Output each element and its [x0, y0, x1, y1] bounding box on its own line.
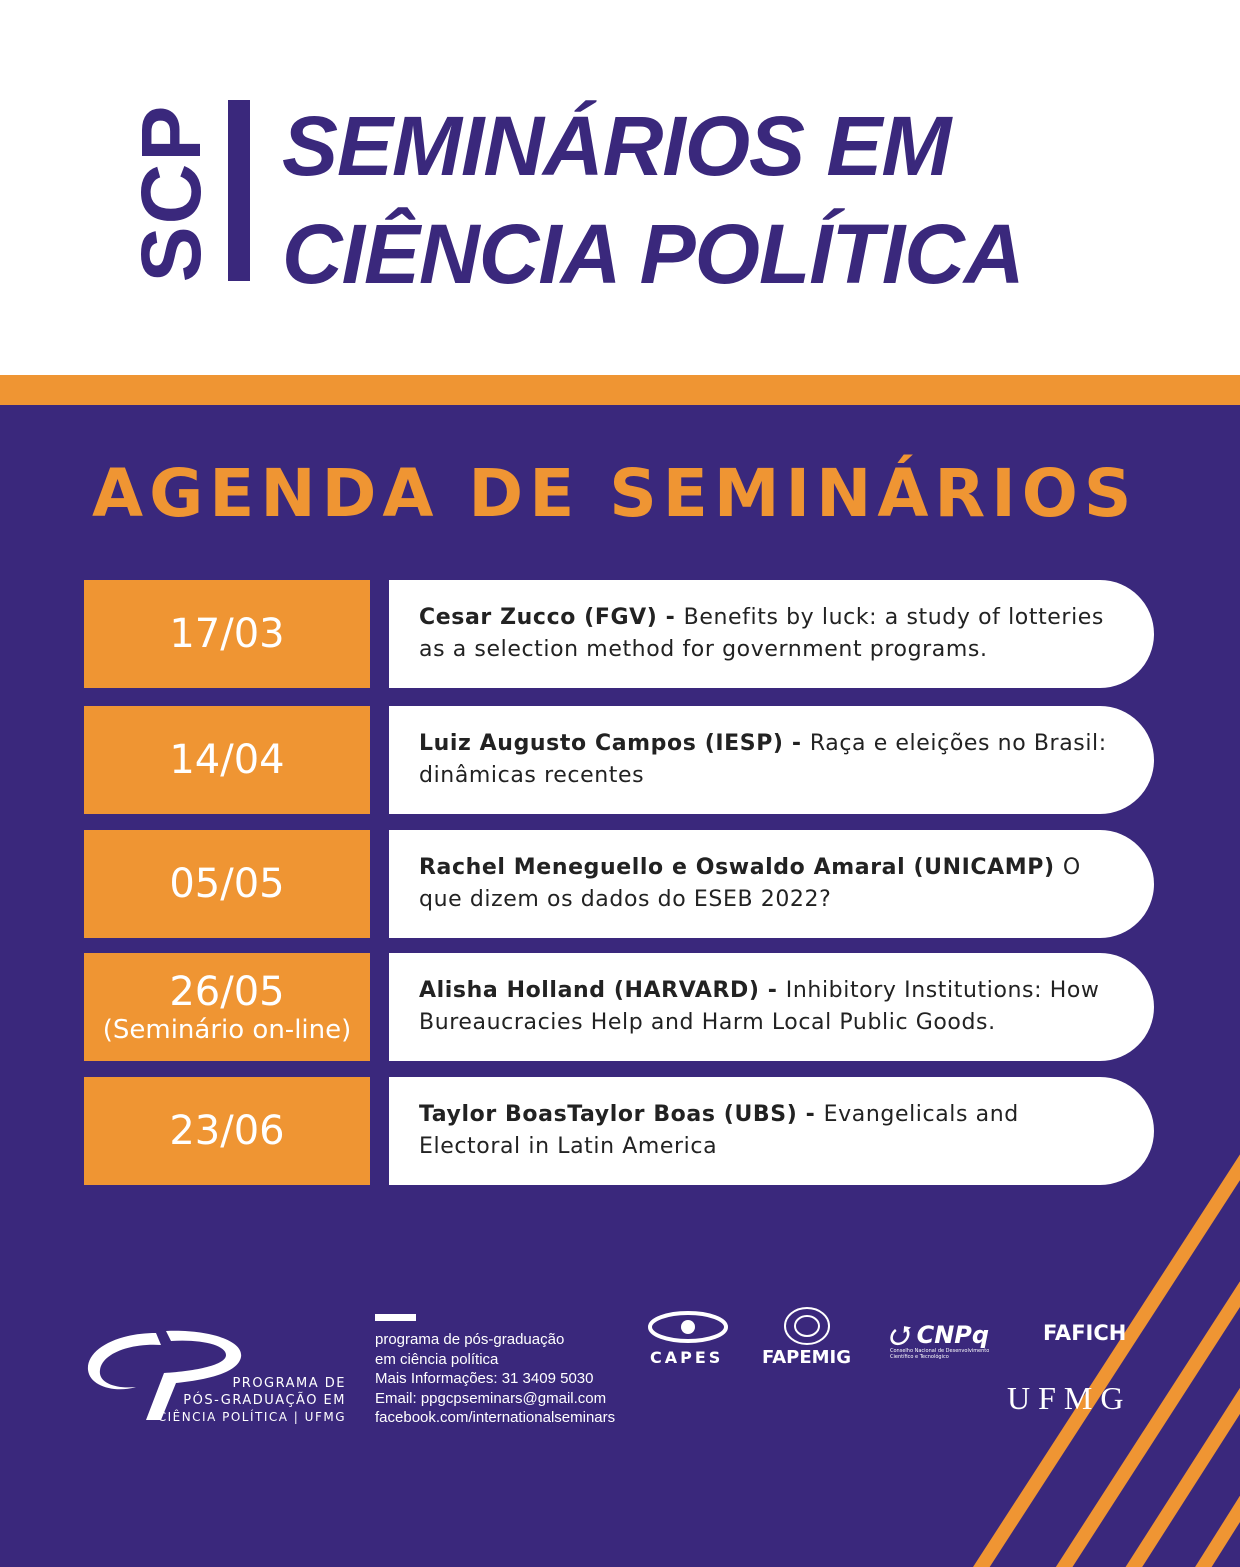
facebook-link[interactable]: facebook.com/internationalseminars [375, 1409, 616, 1426]
capes-logo-icon [648, 1311, 728, 1343]
info-line: em ciência política [375, 1350, 499, 1368]
seminar-date: 05/05 [169, 861, 285, 907]
divider [228, 100, 250, 281]
seminar-date: 17/03 [169, 611, 285, 657]
seminar-row: 26/05 (Seminário on-line) Alisha Holland… [84, 953, 1154, 1061]
email[interactable]: Email: ppgcpseminars@gmail.com [375, 1389, 607, 1407]
speaker-name: Luiz Augusto Campos (IESP) [419, 731, 784, 756]
seminar-topic: Evangelicals and Electoral in Latin Amer… [419, 1102, 1019, 1159]
seminar-row: 23/06 Taylor BoasTaylor Boas (UBS) - Eva… [84, 1077, 1154, 1185]
phone: Mais Informações: 31 3409 5030 [375, 1370, 594, 1387]
stripe [973, 1154, 1240, 1567]
seminar-speaker: Alisha Holland (HARVARD) - [419, 978, 786, 1003]
page-title: SEMINÁRIOS EM CIÊNCIA POLÍTICA [282, 92, 1025, 308]
seminar-speaker: Taylor BoasTaylor Boas (UBS) - [419, 1102, 824, 1127]
stripe [1055, 1281, 1240, 1567]
ufmg-logo: UFMG [1007, 1380, 1132, 1416]
seminar-speaker: Luiz Augusto Campos (IESP) - [419, 731, 810, 756]
separator: - [783, 731, 810, 756]
logo-line: PÓS-GRADUAÇÃO EM [183, 1393, 346, 1408]
seminar-topic: Raça e eleições no Brasil: dinâmicas rec… [419, 731, 1107, 788]
seminar-topic: O que dizem os dados do ESEB 2022? [419, 855, 1081, 912]
capes-logo: CAPES [650, 1348, 724, 1367]
header: SCP SEMINÁRIOS EM CIÊNCIA POLÍTICA [0, 0, 1240, 375]
seminar-date-box: 14/04 [84, 706, 370, 814]
fapemig-logo: FAPEMIG [762, 1347, 852, 1368]
separator [1055, 855, 1063, 880]
seminar-date-box: 17/03 [84, 580, 370, 688]
info-line: programa de pós-graduação [375, 1331, 565, 1348]
seminar-date: 26/05 [169, 969, 285, 1015]
title-line-1: SEMINÁRIOS EM [282, 99, 951, 193]
title-line-2: CIÊNCIA POLÍTICA [282, 207, 1025, 301]
fafich-logo: FAFICH [1043, 1321, 1127, 1345]
seminar-topic: Benefits by luck: a study of lotteries a… [419, 605, 1104, 662]
seminar-row: 17/03 Cesar Zucco (FGV) - Benefits by lu… [84, 580, 1154, 688]
ppgcp-logo-text: PROGRAMA DE PÓS-GRADUAÇÃO EM CIÊNCIA POL… [150, 1375, 346, 1426]
seminar-row: 05/05 Rachel Meneguello e Oswaldo Amaral… [84, 830, 1154, 938]
seminar-description: Cesar Zucco (FGV) - Benefits by luck: a … [389, 580, 1154, 688]
seminar-speaker: Rachel Meneguello e Oswaldo Amaral (UNIC… [419, 855, 1063, 880]
logo-line: PROGRAMA DE [232, 1376, 346, 1391]
speaker-name: Rachel Meneguello e Oswaldo Amaral (UNIC… [419, 855, 1055, 880]
separator: - [797, 1102, 824, 1127]
separator: - [759, 978, 786, 1003]
seminar-note: (Seminário on-line) [102, 1015, 352, 1045]
seminar-description: Alisha Holland (HARVARD) - Inhibitory In… [389, 953, 1154, 1061]
seminar-description: Luiz Augusto Campos (IESP) - Raça e elei… [389, 706, 1154, 814]
seminar-description: Taylor BoasTaylor Boas (UBS) - Evangelic… [389, 1077, 1154, 1185]
seminar-date-box: 23/06 [84, 1077, 370, 1185]
fapemig-logo-icon [784, 1307, 830, 1345]
seminar-description: Rachel Meneguello e Oswaldo Amaral (UNIC… [389, 830, 1154, 938]
stripe [1125, 1387, 1240, 1567]
cnpq-logo: ⭯ CNPq [888, 1321, 990, 1349]
seminar-row: 14/04 Luiz Augusto Campos (IESP) - Raça … [84, 706, 1154, 814]
seminar-date-box: 26/05 (Seminário on-line) [84, 953, 370, 1061]
cnpq-text: CNPq [916, 1321, 990, 1349]
seminar-speaker: Cesar Zucco (FGV) - [419, 605, 684, 630]
seminar-date: 23/06 [169, 1108, 285, 1154]
speaker-name: Cesar Zucco (FGV) [419, 605, 658, 630]
info-dash [375, 1314, 416, 1321]
speaker-name: Taylor BoasTaylor Boas (UBS) [419, 1102, 798, 1127]
cnpq-subtitle: Conselho Nacional de Desenvolvimento Cie… [890, 1348, 990, 1360]
logo-line: CIÊNCIA POLÍTICA | UFMG [157, 1410, 346, 1424]
seminar-topic: Inhibitory Institutions: How Bureaucraci… [419, 978, 1100, 1035]
separator: - [657, 605, 684, 630]
seminar-date-box: 05/05 [84, 830, 370, 938]
agenda-title: AGENDA DE SEMINÁRIOS [92, 455, 1138, 532]
contact-info: programa de pós-graduação em ciência pol… [375, 1330, 615, 1428]
orange-band [0, 375, 1240, 405]
seminar-date: 14/04 [169, 737, 285, 783]
ppgcp-logo-icon [87, 1330, 242, 1420]
speaker-name: Alisha Holland (HARVARD) [419, 978, 760, 1003]
